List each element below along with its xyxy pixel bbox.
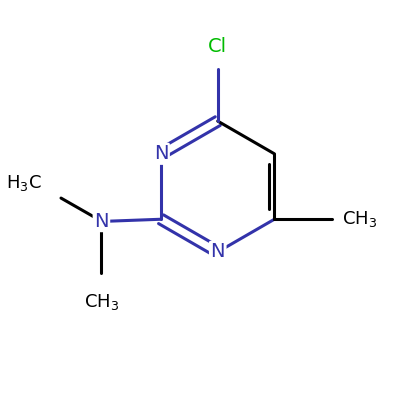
Text: N: N (154, 144, 168, 163)
Text: Cl: Cl (208, 37, 227, 56)
Text: H$_3$C: H$_3$C (6, 173, 42, 193)
Text: CH$_3$: CH$_3$ (342, 209, 377, 229)
Text: N: N (94, 212, 109, 231)
Text: N: N (210, 242, 225, 262)
Text: CH$_3$: CH$_3$ (84, 292, 119, 312)
